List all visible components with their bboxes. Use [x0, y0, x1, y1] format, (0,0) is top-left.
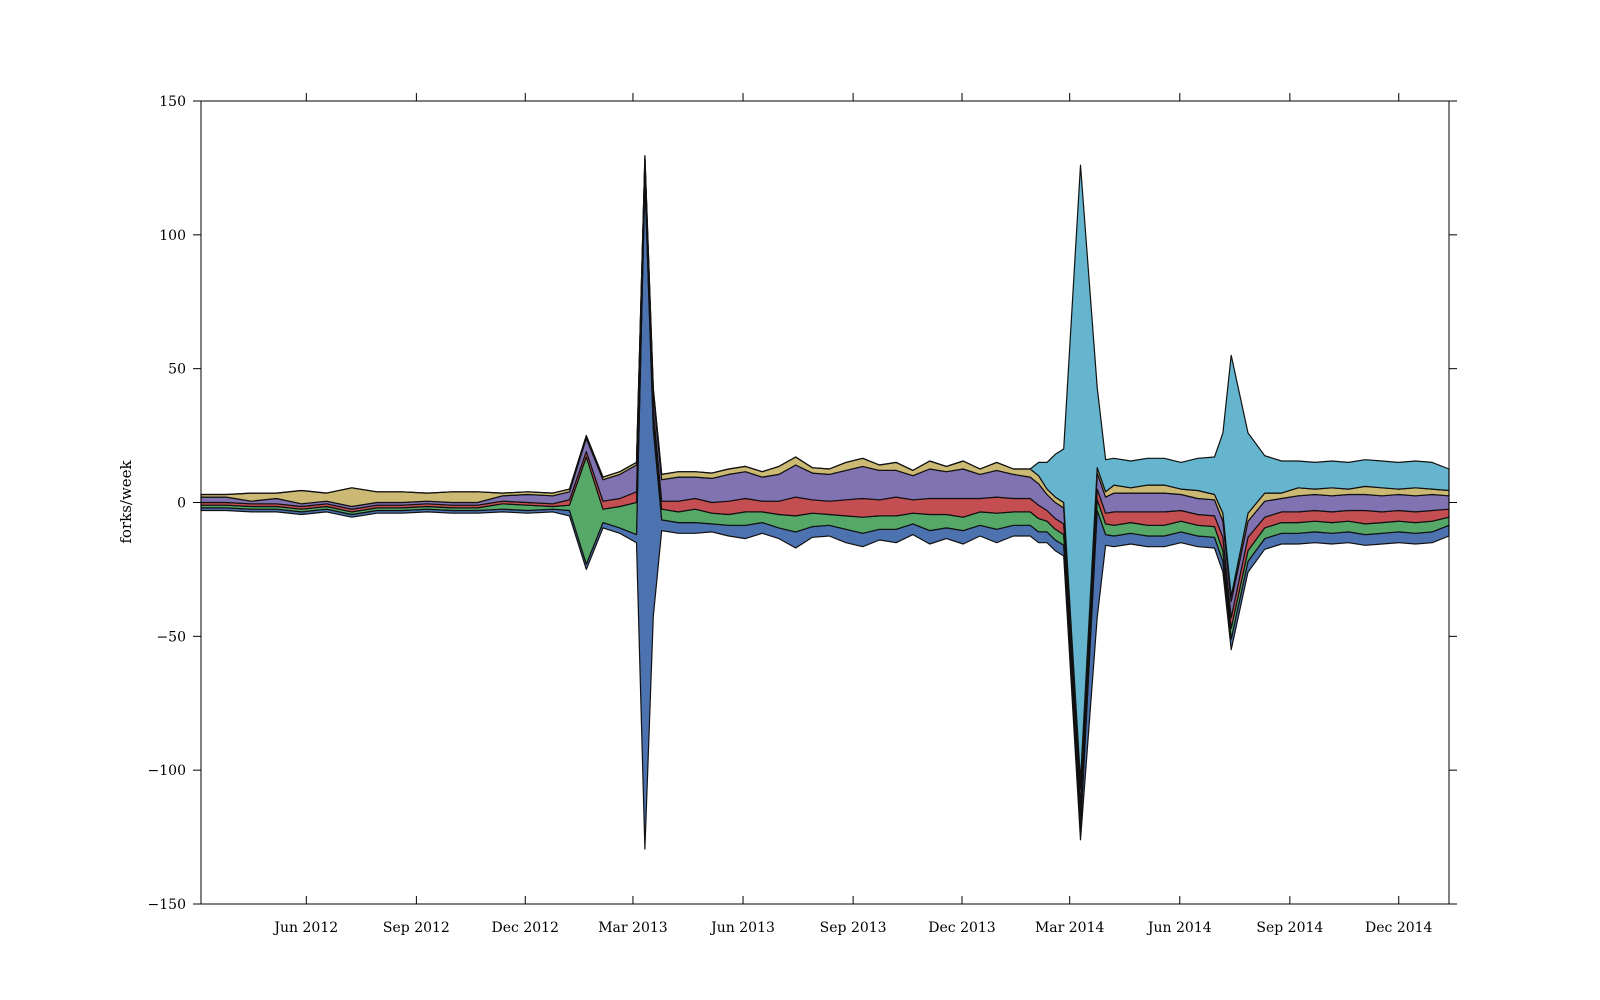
y-tick-label: 100 — [159, 228, 186, 244]
x-tick-label: Dec 2012 — [492, 920, 559, 936]
y-axis-label: forks/week — [117, 459, 135, 543]
stream-layers — [200, 155, 1450, 850]
x-tick-label: Dec 2014 — [1365, 920, 1433, 936]
y-tick-label: −150 — [148, 897, 186, 913]
x-tick-label: Sep 2013 — [820, 920, 887, 936]
y-tick-label: 50 — [168, 362, 186, 378]
y-axis: 150 100 50 0 −50 −100 −150 — [148, 94, 1457, 913]
x-tick-label: Dec 2013 — [928, 920, 995, 936]
x-axis: Jun 2012 Sep 2012 Dec 2012 Mar 2013 Jun 2013… — [272, 93, 1433, 936]
x-tick-label: Jun 2013 — [709, 920, 775, 936]
y-tick-label: −50 — [156, 629, 186, 645]
x-tick-label: Mar 2014 — [1035, 920, 1105, 936]
y-tick-label: 0 — [177, 496, 186, 512]
x-tick-label: Sep 2014 — [1256, 920, 1323, 936]
x-tick-label: Sep 2012 — [383, 920, 450, 936]
y-tick-label: 150 — [159, 94, 186, 110]
x-tick-label: Jun 2014 — [1146, 920, 1212, 936]
x-tick-label: Jun 2012 — [272, 920, 338, 936]
y-tick-label: −100 — [148, 763, 186, 779]
x-tick-label: Mar 2013 — [598, 920, 667, 936]
stream-layer-6 — [200, 155, 1450, 782]
